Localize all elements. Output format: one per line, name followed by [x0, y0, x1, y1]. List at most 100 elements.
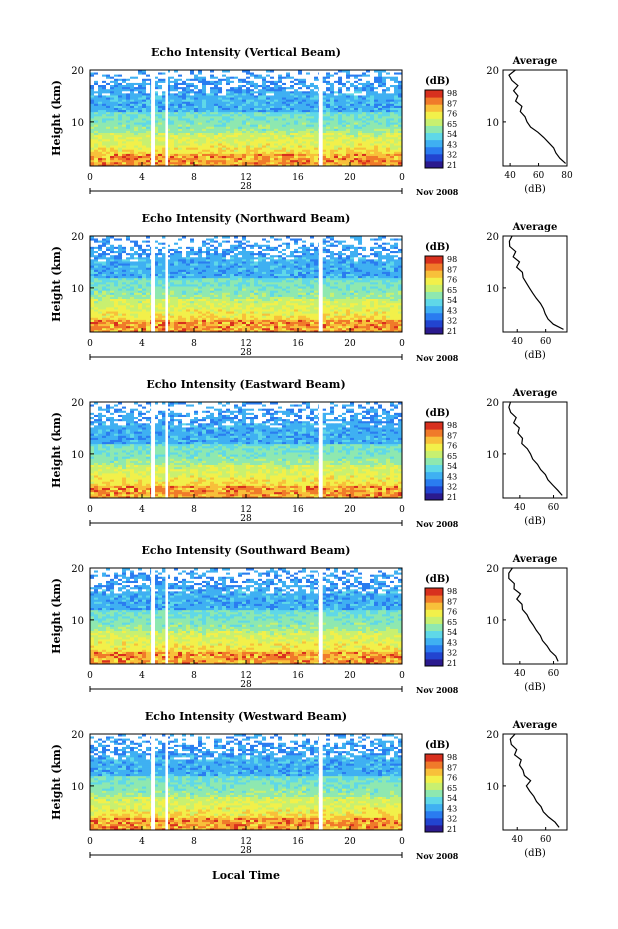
- colorbar-tick-label: 21: [447, 825, 457, 834]
- date-label: Nov 2008: [416, 685, 459, 695]
- date-label: Nov 2008: [416, 353, 459, 363]
- x-tick-label: 0: [399, 671, 405, 681]
- colorbar-segment: [425, 436, 443, 444]
- y-axis-label: Height (km): [50, 578, 63, 654]
- colorbar-segment: [425, 623, 443, 631]
- y-tick-label: 20: [71, 66, 84, 77]
- date-label: Nov 2008: [416, 519, 459, 529]
- colorbar-segment: [425, 284, 443, 292]
- y-tick-label: 10: [71, 118, 84, 129]
- average-profile-line: [509, 236, 563, 329]
- x-tick-label: 16: [292, 173, 304, 183]
- data-gap: [319, 236, 323, 332]
- heatmap-cells: [90, 70, 402, 166]
- colorbar-segment: [425, 104, 443, 112]
- panel-1: Echo Intensity (Northward Beam)1020Heigh…: [50, 212, 567, 363]
- average-title: Average: [512, 720, 558, 731]
- colorbar-segment: [425, 457, 443, 465]
- x-tick-label: 0: [87, 339, 93, 349]
- colorbar-segment: [425, 652, 443, 660]
- colorbar-tick-label: 76: [447, 442, 457, 451]
- colorbar-segment: [425, 782, 443, 790]
- average-x-tick-label: 40: [504, 171, 516, 181]
- colorbar-tick-label: 76: [447, 110, 457, 119]
- colorbar-tick-label: 32: [447, 317, 457, 326]
- date-label: Nov 2008: [416, 851, 459, 861]
- x-tick-label: 8: [191, 837, 197, 847]
- y-tick-label: 20: [71, 730, 84, 741]
- colorbar-tick-label: 54: [447, 462, 457, 471]
- x-tick-label: 4: [139, 173, 145, 183]
- average-x-tick-label: 40: [514, 669, 526, 679]
- colorbar-tick-label: 54: [447, 296, 457, 305]
- x-tick-label: 20: [344, 837, 356, 847]
- panel-3: Echo Intensity (Southward Beam) 10 20 Heigh…: [50, 544, 567, 695]
- colorbar-segment: [425, 111, 443, 119]
- average-x-tick-label: 60: [540, 835, 552, 845]
- colorbar-tick-label: 98: [447, 89, 457, 98]
- colorbar-tick-label: 32: [447, 649, 457, 658]
- y-tick-label: 20: [71, 564, 84, 575]
- colorbar-tick-label: 98: [447, 421, 457, 430]
- y-tick-label: 10: [71, 450, 84, 461]
- colorbar-segment: [425, 299, 443, 307]
- x-tick-label: 4: [139, 837, 145, 847]
- average-x-tick-label: 80: [561, 171, 573, 181]
- colorbar-tick-label: 98: [447, 587, 457, 596]
- colorbar-unit: (dB): [425, 574, 450, 585]
- colorbar-tick-label: 43: [447, 804, 457, 813]
- y-tick-label: 20: [71, 232, 84, 243]
- average-x-unit: (dB): [524, 350, 546, 361]
- data-gap: [319, 734, 323, 830]
- colorbar-segment: [425, 638, 443, 646]
- panel-4: Echo Intensity (Westward Beam)1020Height…: [50, 710, 567, 861]
- average-title: Average: [512, 554, 558, 565]
- x-tick-label: 8: [191, 173, 197, 183]
- average-y-tick-label: 20: [486, 730, 499, 741]
- data-gap: [165, 734, 168, 830]
- heatmap-cells: [90, 402, 402, 498]
- colorbar-segment: [425, 133, 443, 141]
- y-tick-label: 20: [71, 398, 84, 409]
- colorbar-segment: [425, 768, 443, 776]
- average-x-tick-label: 60: [540, 337, 552, 347]
- y-axis-label: Height (km): [50, 744, 63, 820]
- colorbar-tick-label: 87: [447, 763, 457, 772]
- colorbar-tick-label: 43: [447, 472, 457, 481]
- colorbar-segment: [425, 797, 443, 805]
- average-y-tick-label: 10: [486, 616, 499, 627]
- colorbar-segment: [425, 429, 443, 437]
- colorbar-tick-label: 65: [447, 452, 457, 461]
- average-x-unit: (dB): [524, 682, 546, 693]
- average-x-tick-label: 40: [511, 337, 523, 347]
- day-label: 28: [240, 846, 252, 856]
- colorbar-tick-label: 65: [447, 286, 457, 295]
- average-x-tick-label: 60: [533, 171, 545, 181]
- average-title: Average: [512, 222, 558, 233]
- colorbar-tick-label: 43: [447, 140, 457, 149]
- x-tick-label: 0: [399, 505, 405, 515]
- colorbar-segment: [425, 90, 443, 98]
- average-frame: [503, 402, 567, 498]
- panel-title: Echo Intensity (Southward Beam): [142, 544, 351, 557]
- colorbar-segment: [425, 493, 443, 501]
- colorbar-segment: [425, 154, 443, 162]
- average-x-unit: (dB): [524, 516, 546, 527]
- average-x-tick-label: 60: [548, 669, 560, 679]
- colorbar-unit: (dB): [425, 740, 450, 751]
- colorbar-segment: [425, 645, 443, 653]
- colorbar-tick-label: 21: [447, 327, 457, 336]
- day-label: 28: [240, 680, 252, 690]
- average-x-unit: (dB): [524, 848, 546, 859]
- average-y-tick-label: 20: [486, 398, 499, 409]
- day-label: 28: [240, 182, 252, 192]
- colorbar-tick-label: 32: [447, 151, 457, 160]
- colorbar-tick-label: 43: [447, 638, 457, 647]
- average-frame: [503, 236, 567, 332]
- colorbar-segment: [425, 270, 443, 278]
- data-gap: [151, 236, 155, 332]
- colorbar-tick-label: 54: [447, 130, 457, 139]
- x-tick-label: 4: [139, 505, 145, 515]
- colorbar-segment: [425, 263, 443, 271]
- x-tick-label: 8: [191, 339, 197, 349]
